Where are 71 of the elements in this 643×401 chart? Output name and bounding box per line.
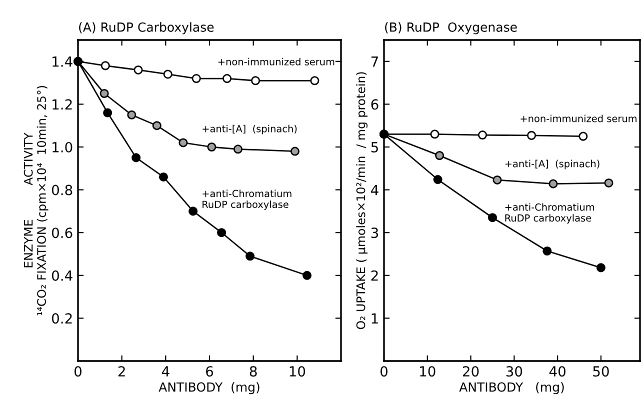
- point: [290, 146, 300, 156]
- point: [178, 138, 188, 148]
- x-tick-label: 50: [593, 366, 609, 377]
- point: [604, 178, 614, 188]
- point: [542, 246, 552, 256]
- x-tick-label: 6: [206, 366, 214, 377]
- point: [100, 88, 109, 98]
- point: [578, 132, 588, 141]
- x-tick-label: 30: [506, 366, 522, 377]
- point: [134, 65, 143, 74]
- point: [163, 70, 172, 79]
- series-label: +anti-Chromatium RuDP carboxylase: [505, 203, 594, 224]
- y-tick-label: 7: [371, 56, 378, 67]
- point: [488, 213, 497, 222]
- x-axis-title: ANTIBODY (mg): [459, 382, 564, 394]
- y-tick-label: 6: [371, 99, 378, 110]
- legend-label: +non-immunized serum: [520, 114, 636, 122]
- y-tick-label: 1: [372, 313, 378, 324]
- point: [435, 151, 444, 160]
- x-tick-label: 40: [549, 366, 566, 377]
- y-tick-label: 0.4: [52, 270, 72, 281]
- point: [188, 206, 198, 216]
- point: [302, 270, 312, 280]
- y-tick-label: 0.6: [52, 228, 72, 238]
- point: [433, 175, 442, 184]
- y-axis-title: O₂ UPTAKE ( μmoles×10²/min / mg protein): [356, 72, 368, 330]
- point: [310, 76, 320, 86]
- x-axis-title: ANTIBODY (mg): [158, 382, 260, 394]
- y-tick-label: 0.8: [52, 184, 72, 196]
- x-tick-label: 2: [118, 366, 125, 376]
- point: [152, 121, 162, 130]
- point: [207, 142, 216, 152]
- chart-title: (A) RuDP Carboxylase: [79, 22, 214, 34]
- point: [103, 108, 112, 118]
- chart-title: (B) RuDP Oxygenase: [385, 22, 517, 34]
- point: [492, 175, 502, 184]
- y-tick-label: 0.2: [52, 313, 72, 324]
- point: [222, 74, 232, 84]
- point: [596, 263, 606, 272]
- y-tick-label: 5: [371, 142, 378, 152]
- point: [251, 76, 260, 86]
- y-tick-label: 1.0: [52, 142, 72, 152]
- series-label: +anti-[A] (spinach): [202, 124, 297, 134]
- point: [100, 61, 110, 70]
- x-tick-label: 4: [162, 366, 170, 376]
- x-tick-label: 10: [420, 366, 436, 377]
- point: [246, 252, 255, 261]
- y-tick-label: 1.2: [52, 99, 72, 110]
- y-tick-label: 3: [371, 228, 378, 238]
- point: [233, 144, 243, 154]
- point: [527, 130, 536, 140]
- y-tick-label: 2: [371, 270, 378, 281]
- point: [127, 110, 136, 120]
- series-label: +anti-[A] (spinach): [505, 160, 600, 170]
- x-tick-label: 10: [290, 366, 306, 377]
- point: [430, 130, 440, 139]
- x-tick-label: 0: [380, 366, 388, 377]
- point: [132, 153, 141, 162]
- y-tick-label: 4: [370, 184, 378, 196]
- series-label: +anti-Chromatium RuDP carboxylase: [202, 190, 292, 210]
- point: [478, 130, 488, 140]
- y-axis-title: ENZYME ACTIVITY ¹⁴CO₂ FIXATION (cpm×10⁴ 10min, 25°): [24, 86, 48, 316]
- x-tick-label: 0: [74, 366, 82, 377]
- x-tick-label: 20: [462, 366, 479, 377]
- point: [217, 228, 226, 238]
- point: [158, 172, 168, 182]
- y-tick-label: 1.4: [52, 56, 72, 67]
- point: [192, 74, 201, 84]
- legend-label: +non-immunized serum: [218, 58, 334, 66]
- x-tick-label: 8: [250, 366, 257, 377]
- point: [548, 179, 558, 188]
